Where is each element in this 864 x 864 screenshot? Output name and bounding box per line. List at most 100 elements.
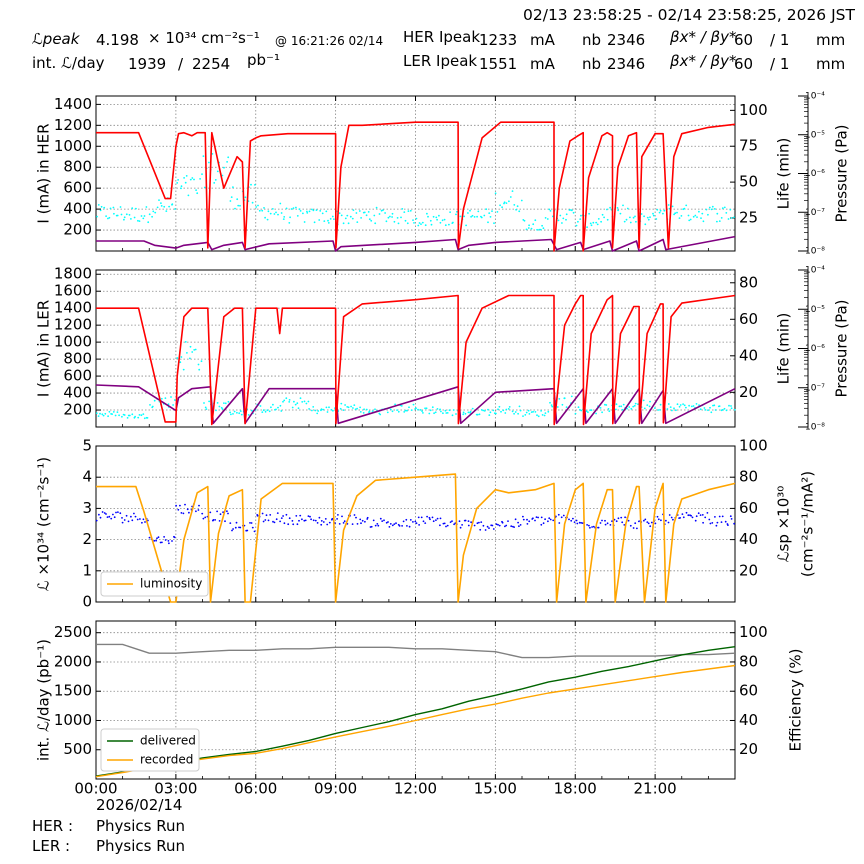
y-tick-label: 2000 [54,652,92,670]
pressure-scatter-point [400,216,402,219]
specific-lum-scatter-point [720,521,723,523]
specific-lum-scatter-point [385,521,388,524]
pressure-scatter-point [667,403,670,405]
pressure-scatter-point [511,410,514,413]
specific-lum-scatter-point [492,528,495,530]
y2-axis-label: Life (min) [775,138,793,210]
x-tick-label: 18:00 [554,780,597,798]
specific-lum-scatter-point [604,523,607,526]
specific-lum-scatter-point [647,522,650,525]
pressure-scatter-point [223,402,225,404]
pressure-scatter-point [99,412,101,415]
specific-lum-scatter-point [467,524,470,527]
specific-lum-scatter-point [328,521,331,524]
pressure-scatter-point [659,409,661,411]
pressure-scatter-point [689,218,692,221]
pressure-scatter-point [285,207,288,210]
pressure-scatter-point [464,412,467,415]
pressure-scatter-point [603,216,605,219]
specific-lum-scatter-point [417,516,420,519]
specific-lum-scatter-point [366,516,369,519]
pressure-scatter-point [214,179,217,181]
specific-lum-scatter-point [548,517,551,520]
pressure-scatter-point [346,214,349,217]
specific-lum-scatter-point [429,518,431,521]
pressure-scatter-point [354,408,357,411]
y-tick-label: 2 [82,530,92,548]
pressure-scatter-point [327,222,330,224]
specific-lum-scatter-point [229,522,232,524]
specific-lum-scatter-point [491,524,494,527]
pressure-scatter-point [534,411,537,413]
y-tick-label: 200 [63,221,92,239]
pressure-scatter-point [632,216,635,219]
pressure-scatter-point [499,204,501,207]
pressure-scatter-point [197,363,200,366]
pressure-scatter-point [142,413,145,415]
x-tick-label: 12:00 [394,780,437,798]
specific-lum-scatter-point [687,514,690,517]
specific-lum-scatter-point [534,519,536,522]
pressure-scatter-point [160,397,163,400]
y-tick-label: 1400 [54,299,92,317]
pressure-scatter-point [326,411,329,413]
pressure-scatter-point [303,400,306,403]
pressure-scatter-point [208,400,211,403]
specific-lum-scatter-point [431,516,434,519]
specific-lum-scatter-point [624,516,626,519]
pressure-scatter-point [363,408,365,411]
pressure-scatter-point [391,212,394,215]
pressure-scatter-point [440,410,442,413]
specific-lum-scatter-point [445,525,447,528]
pressure-scatter-point [262,409,265,412]
pressure-scatter-point [527,409,530,412]
pressure-scatter-point [237,204,240,207]
y2-tick-label: 40 [739,530,758,548]
specific-lum-scatter-point [204,516,207,519]
pressure-scatter-point [227,156,230,159]
pressure-scatter-point [191,177,194,179]
y2-tick-label: 100 [739,101,768,119]
pressure-scatter-point [340,402,343,405]
specific-lum-scatter-point [679,517,681,519]
pressure-scatter-point [108,410,111,413]
pressure-scatter-point [353,404,356,406]
pressure-scatter-point [721,409,724,411]
specific-lum-scatter-point [409,519,412,521]
pressure-scatter-point [478,413,481,416]
specific-lum-scatter-point [657,518,660,521]
specific-lum-scatter-point [239,526,242,529]
pressure-scatter-point [452,409,455,411]
specific-lum-scatter-point [326,523,329,526]
pressure-scatter-point [189,345,192,348]
specific-lum-scatter-point [667,521,670,524]
specific-lum-scatter-point [627,519,630,522]
pressure-scatter-point [199,178,202,180]
specific-lum-scatter-point [443,522,446,525]
y2-tick-label: 60 [739,499,758,517]
pressure-scatter-point [189,357,191,360]
y2-tick-label: 20 [739,383,758,401]
pressure-scatter-point [467,212,469,214]
x-tick-label: 15:00 [474,780,517,798]
specific-lum-scatter-point [379,517,382,520]
specific-lum-scatter-point [656,515,659,518]
pressure-scatter-point [623,220,626,223]
specific-lum-scatter-point [646,521,649,523]
pressure-scatter-point [609,206,611,209]
pressure-scatter-point [152,210,155,213]
pressure-scatter-point [116,214,119,217]
pressure-scatter-point [97,204,100,206]
pressure-scatter-point [682,403,684,405]
pressure-scatter-point [515,208,517,211]
pressure-scatter-point [176,182,179,184]
pressure-scatter-point [511,190,514,193]
pressure-scatter-point [215,409,217,412]
pressure-scatter-point [528,413,531,415]
specific-lum-scatter-point [464,519,467,522]
specific-lum-scatter-point [507,520,509,522]
specific-lum-scatter-point [374,524,377,527]
pressure-scatter-point [118,414,120,417]
pressure-scatter-point [656,208,659,211]
panel-4: 500 1000 1500 2000 2500 20 40 60 80 100 int. ℒ/day… [35,620,805,798]
